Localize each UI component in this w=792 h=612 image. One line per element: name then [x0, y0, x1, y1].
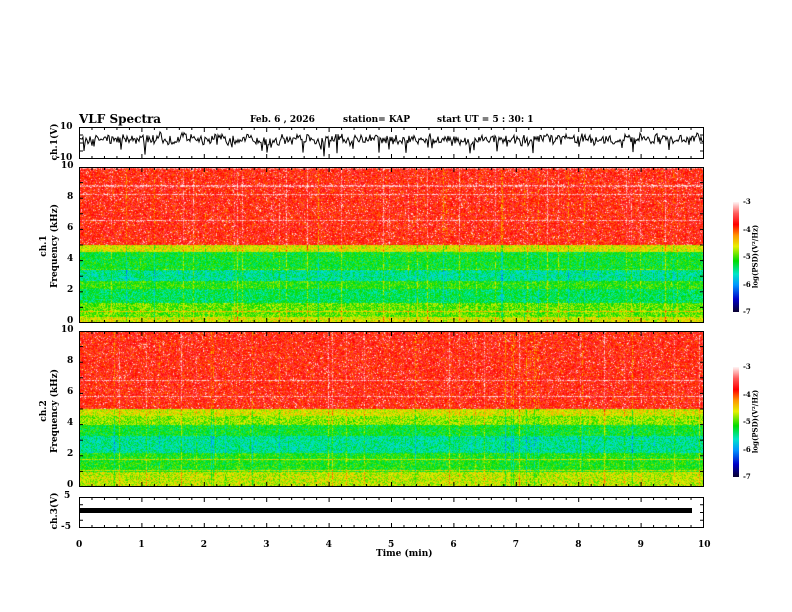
x-tick-label: 6 [450, 540, 457, 550]
ylabel-line2: Frequency (kHz) [50, 369, 60, 454]
y-tick-label: 8 [67, 192, 74, 202]
x-tick-label: 2 [200, 540, 208, 550]
y-tick-label: 8 [67, 356, 74, 366]
colorbar-tick-label: -5 [743, 417, 751, 426]
colorbar-tick-label: -5 [743, 252, 751, 261]
x-tick-label: 7 [512, 540, 520, 550]
frame [79, 167, 704, 323]
plot-title: VLF Spectra [79, 112, 162, 126]
y-tick-label: 4 [67, 418, 74, 428]
x-axis-label: Time (min) [376, 549, 433, 559]
ch3-ytick-bottom: -5 [61, 522, 71, 532]
x-tick-label: 5 [388, 540, 395, 550]
colorbar-tick-label: -4 [743, 389, 751, 399]
ch1-waveform-panel [79, 127, 704, 159]
start-time-label: start UT = 5 : 30: 1 [437, 115, 534, 125]
y-tick-label: 4 [67, 254, 74, 264]
y-tick-label: 0 [67, 316, 74, 326]
frame [79, 331, 704, 487]
y-tick-label: 10 [61, 161, 74, 171]
y-tick-label: 0 [67, 480, 74, 490]
ylabel-line1: ch.1 [39, 235, 49, 257]
colorbar-tick-label: -4 [743, 224, 751, 234]
colorbar-label: log(PSD)(V²/Hz) [750, 224, 760, 289]
ch1-waveform-ylabel: ch.1(V) [50, 123, 60, 161]
y-tick-label: 2 [67, 449, 74, 459]
station-label: station= KAP [343, 115, 411, 125]
ch1-spectrogram-ylabel: ch.1 Frequency (kHz) [39, 191, 61, 301]
colorbar-label: log(PSD)(V²/Hz) [750, 389, 760, 454]
y-tick-label: 2 [67, 285, 74, 295]
colorbar-tick-label: -6 [743, 279, 751, 289]
colorbar-tick-label: -7 [743, 472, 751, 481]
colorbar-tick-label: -6 [743, 444, 751, 454]
ch3-waveform-panel [79, 497, 704, 528]
ch3-ytick-top: 5 [64, 491, 71, 501]
x-tick-label: 10 [698, 540, 711, 550]
y-tick-label: 6 [67, 387, 74, 397]
ch3-waveform-ylabel: ch.3(V) [50, 492, 60, 530]
colorbar-tick-label: -7 [743, 307, 751, 316]
x-tick-label: 0 [76, 540, 83, 550]
ch2-spectrogram-ylabel: ch.2 Frequency (kHz) [39, 356, 61, 466]
x-tick-label: 9 [637, 540, 644, 550]
y-tick-label: 6 [67, 223, 74, 233]
ylabel-line2: Frequency (kHz) [50, 204, 60, 289]
ch3-waveform-line [79, 508, 692, 513]
ch1-spectrogram-axes [79, 167, 704, 323]
x-tick-label: 4 [325, 540, 332, 550]
x-tick-label: 8 [575, 540, 582, 550]
ch1-waveform-line [79, 130, 704, 157]
ch2-spectrogram [79, 331, 704, 487]
ch1-ytick-top: 10 [60, 122, 73, 132]
x-tick-label: 1 [138, 540, 145, 550]
x-tick-label: 3 [263, 540, 270, 550]
ylabel-line1: ch.2 [39, 400, 49, 422]
colorbar-tick-label: -3 [743, 362, 751, 371]
ch1-ytick-bottom: -10 [56, 153, 73, 163]
date-label: Feb. 6 , 2026 [250, 115, 315, 125]
colorbar-tick-label: -3 [743, 197, 751, 206]
ch1-spectrogram [79, 167, 704, 323]
ch2-colorbar [733, 367, 739, 477]
ch1-colorbar [733, 202, 739, 312]
ch2-spectrogram-axes [79, 331, 704, 487]
y-tick-label: 10 [61, 325, 74, 335]
